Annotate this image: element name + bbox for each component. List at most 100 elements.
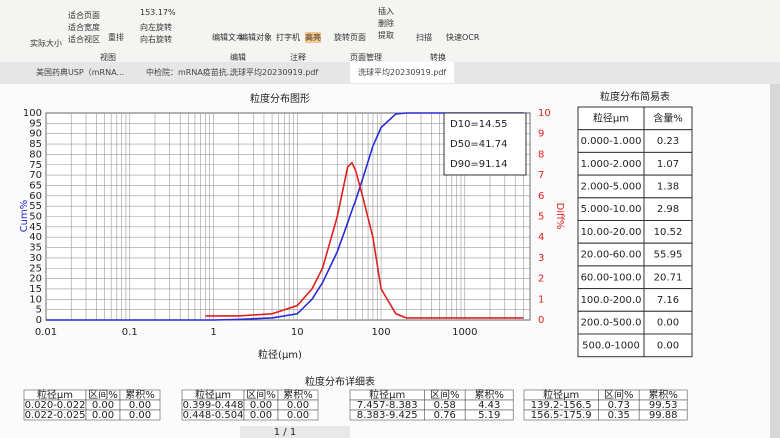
x-tick-label: 1000 (452, 327, 477, 338)
table-text: 5.000-10.00 (581, 204, 642, 215)
view-item[interactable]: 向右旋转 (140, 35, 172, 44)
y-tick-label: 80 (29, 149, 42, 160)
y-tick-label: 85 (29, 139, 42, 150)
table-text: 156.5-175.9 (531, 410, 592, 421)
table-cell (277, 409, 319, 421)
table-text: 粒径μm (195, 388, 231, 401)
table-text: 8.383-9.425 (357, 410, 418, 421)
table-text: 0.00 (250, 400, 272, 411)
table-text: 1.07 (657, 159, 679, 170)
y-tick-label: 20 (29, 274, 42, 285)
y2-tick-label: 3 (538, 253, 544, 264)
table-text: 10.52 (654, 227, 683, 238)
button[interactable]: 打字机 (276, 33, 300, 42)
table-text: 60.00-100.0 (581, 272, 642, 283)
button[interactable]: 快速OCR (446, 33, 480, 42)
table-title: 粒度分布简易表 (600, 90, 670, 103)
table-text: 粒径μm (369, 388, 405, 401)
table-cell (643, 333, 693, 358)
table-text: 0.00 (287, 410, 309, 421)
button[interactable]: 高亮 (305, 32, 321, 43)
view-item[interactable]: 适合宽度 (68, 23, 100, 32)
tab[interactable]: 洗球平均20230919.pdf (230, 68, 319, 77)
zoom[interactable]: 153.17% (140, 8, 176, 17)
y2-tick-label: 6 (538, 191, 544, 202)
table-text: 区间% (246, 388, 276, 401)
table-title: 粒度分布详细表 (305, 375, 375, 388)
table-text: 1.38 (657, 181, 679, 192)
table-text: 累积% (283, 389, 313, 401)
y-tick-label: 10 (29, 294, 42, 305)
table-text: 2.000-5.000 (581, 181, 642, 192)
y-tick-label: 5 (36, 305, 42, 316)
page-nav[interactable]: 1 / 1 (274, 427, 296, 438)
table-text: 0.00 (92, 400, 114, 411)
button[interactable]: 提取 (378, 31, 394, 40)
x-axis-label: 粒径(μm) (258, 348, 302, 361)
table-text: 0.00 (657, 340, 679, 351)
view-item[interactable]: 向左旋转 (140, 23, 172, 32)
x-tick-label: 0.01 (35, 327, 57, 338)
table-text: 累积% (648, 389, 678, 401)
table-text: 0.76 (434, 410, 456, 421)
table-text: 5.19 (478, 410, 500, 421)
x-tick-label: 1 (210, 327, 216, 338)
group-label: 注释 (290, 53, 306, 62)
table-text: 0.020-0.022 (25, 400, 86, 411)
y2-tick-label: 4 (538, 232, 544, 243)
y-tick-label: 65 (29, 180, 42, 191)
table-text: 区间% (604, 388, 634, 401)
x-tick-label: 10 (291, 327, 304, 338)
y2-axis-label: Diff% (554, 203, 565, 230)
table-cell (638, 409, 688, 421)
y-tick-label: 25 (29, 263, 42, 274)
tab[interactable]: 中检院：mRNA疫苗抗... (146, 68, 235, 77)
view-item[interactable]: 适合视区 (68, 35, 100, 44)
y2-tick-label: 0 (538, 315, 544, 326)
toolbar: 153.17% 适合页面 适合宽度 适合视区 向左旋转 向右旋转 实际大小 重排… (0, 0, 780, 63)
table-text: 粒径μm (543, 388, 579, 401)
tab[interactable]: 美国药典USP（mRNA... (36, 68, 125, 77)
table-text: 0.00 (92, 410, 114, 421)
table-text: 7.457-8.383 (357, 400, 418, 411)
button[interactable]: 编辑文本 (212, 33, 244, 42)
table-text: 0.58 (434, 400, 456, 411)
y-tick-label: 50 (29, 212, 42, 223)
button[interactable]: 重排 (108, 33, 124, 42)
series-line (46, 112, 524, 321)
table-text: 100.0-200.0 (581, 295, 642, 306)
button[interactable]: 插入 (378, 7, 394, 16)
table-text: 1.000-2.000 (581, 159, 642, 170)
y2-tick-label: 9 (538, 129, 544, 140)
table-cell (464, 409, 514, 421)
button[interactable]: 旋转页面 (334, 33, 366, 42)
y2-tick-label: 10 (538, 108, 551, 119)
y-tick-label: 70 (29, 170, 42, 181)
button[interactable]: 扫描 (416, 33, 432, 42)
y2-tick-label: 2 (538, 274, 544, 285)
button[interactable]: 实际大小 (30, 39, 62, 48)
group-label: 编辑 (230, 53, 246, 62)
table-text: 累积% (125, 389, 155, 401)
table-text: 0.00 (129, 400, 151, 411)
view-item[interactable]: 适合页面 (68, 11, 100, 20)
table-text: 0.00 (129, 410, 151, 421)
y-tick-label: 100 (23, 108, 42, 119)
table-text: 200.0-500.0 (581, 318, 642, 329)
tab[interactable]: 洗球平均20230919.pdf (350, 62, 455, 83)
table-text: 99.53 (649, 400, 678, 411)
table-text: 区间% (88, 388, 118, 401)
table-text: 0.399-0.448 (183, 400, 244, 411)
x-tick-label: 100 (372, 327, 391, 338)
table-text: 累积% (474, 389, 504, 401)
button[interactable]: 删除 (378, 19, 394, 28)
group-label: 转换 (430, 53, 446, 62)
document: 粒度分布图形0510152025303540455055606570758085… (0, 84, 770, 438)
y-tick-label: 35 (29, 243, 42, 254)
annotation: D10=14.55 (450, 119, 507, 130)
tab-bar: 美国药典USP（mRNA... 中检院：mRNA疫苗抗... 洗球平均20230… (0, 62, 780, 84)
y-tick-label: 40 (29, 232, 42, 243)
table-text: 0.448-0.504 (183, 410, 244, 421)
button[interactable]: 编辑对象 (240, 33, 272, 42)
